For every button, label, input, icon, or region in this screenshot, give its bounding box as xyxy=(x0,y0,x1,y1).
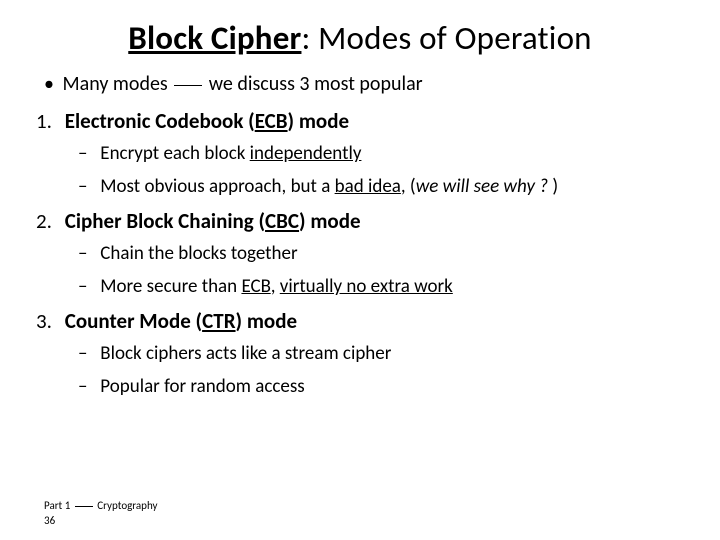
bullet-suffix: we discuss 3 most popular xyxy=(204,72,422,96)
sub-u: bad idea xyxy=(335,175,401,198)
sub-u2: virtually no extra work xyxy=(280,275,453,298)
sub-u: independently xyxy=(250,142,362,165)
item-label-post: ) mode xyxy=(288,108,350,134)
bullet-prefix: Many modes xyxy=(63,72,173,96)
item-label-u: CBC xyxy=(265,208,299,234)
slide-title: Block Cipher: Modes of Operation xyxy=(30,18,690,58)
dash-icon: – xyxy=(78,342,96,365)
title-rest: : Modes of Operation xyxy=(301,18,591,58)
item-label-pre: Counter Mode ( xyxy=(65,308,202,334)
item-number: 2. xyxy=(36,208,60,234)
sub-pre: Encrypt each block xyxy=(100,142,249,165)
bullet-dot-icon: • xyxy=(44,72,58,96)
sub-pre: More secure than xyxy=(100,275,241,298)
sub-u: ECB xyxy=(241,275,270,298)
sub-post: , xyxy=(271,275,280,298)
footer-pre: Part 1 xyxy=(44,499,73,512)
sub-post2: ) xyxy=(552,175,558,198)
intro-bullet: • Many modes we discuss 3 most popular xyxy=(44,72,690,96)
footer-page-number: 36 xyxy=(44,514,158,528)
item-number: 1. xyxy=(36,108,60,134)
emdash-icon xyxy=(174,85,202,86)
item-label-u: CTR xyxy=(202,308,235,334)
dash-icon: – xyxy=(78,375,96,398)
dash-icon: – xyxy=(78,175,96,198)
sub-pre: Popular for random access xyxy=(100,375,304,398)
sub-pre: Block ciphers acts like a stream cipher xyxy=(100,342,391,365)
item-label-pre: Electronic Codebook ( xyxy=(65,108,255,134)
footer-line1: Part 1 Cryptography xyxy=(44,499,158,513)
sub-item: – More secure than ECB, virtually no ext… xyxy=(78,275,690,298)
item-number: 3. xyxy=(36,308,60,334)
list-item-1: 1. Electronic Codebook (ECB) mode xyxy=(36,108,690,134)
footer-post: Cryptography xyxy=(95,499,158,512)
item-label-post: ) mode xyxy=(299,208,361,234)
sub-pre: Chain the blocks together xyxy=(100,242,297,265)
title-bold-underlined: Block Cipher xyxy=(128,18,301,58)
list-item-2: 2. Cipher Block Chaining (CBC) mode xyxy=(36,208,690,234)
sub-item: – Popular for random access xyxy=(78,375,690,398)
sub-item: – Encrypt each block independently xyxy=(78,142,690,165)
sub-item: – Chain the blocks together xyxy=(78,242,690,265)
sub-italic: we will see why ? xyxy=(416,175,553,198)
sub-item: – Block ciphers acts like a stream ciphe… xyxy=(78,342,690,365)
dash-icon: – xyxy=(78,275,96,298)
sub-pre: Most obvious approach, but a xyxy=(100,175,334,198)
item-label-post: ) mode xyxy=(236,308,298,334)
emdash-icon xyxy=(75,506,93,507)
item-label-pre: Cipher Block Chaining ( xyxy=(65,208,265,234)
dash-icon: – xyxy=(78,242,96,265)
list-item-3: 3. Counter Mode (CTR) mode xyxy=(36,308,690,334)
slide-footer: Part 1 Cryptography 36 xyxy=(44,499,158,528)
item-label-u: ECB xyxy=(255,108,288,134)
sub-post: , ( xyxy=(401,175,416,198)
sub-item: – Most obvious approach, but a bad idea,… xyxy=(78,175,690,198)
dash-icon: – xyxy=(78,142,96,165)
